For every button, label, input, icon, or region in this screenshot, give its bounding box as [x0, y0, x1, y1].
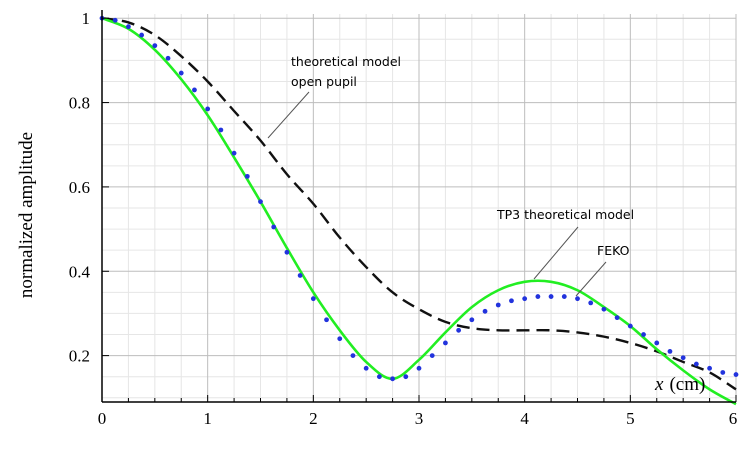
annotation-feko: FEKO — [575, 243, 630, 297]
feko-data-point — [152, 43, 158, 49]
feko-data-point — [680, 355, 686, 361]
series-open-pupil-line — [101, 17, 737, 391]
feko-data-point — [403, 374, 409, 380]
feko-data-point — [654, 340, 660, 346]
feko-data-point — [614, 315, 620, 321]
tick-labels: 0 1 2 3 4 5 6 0.2 0.4 0.6 0.8 1 — [69, 9, 738, 428]
series-feko-points — [99, 15, 739, 382]
x-tick-label: 5 — [626, 409, 635, 428]
feko-data-point — [324, 317, 329, 323]
feko-data-point — [641, 332, 646, 337]
feko-data-point — [376, 374, 382, 380]
x-axis-label: x (cm) — [654, 374, 705, 395]
feko-data-point — [482, 308, 488, 314]
feko-data-point — [258, 199, 263, 205]
y-tick-label: 0.8 — [69, 94, 90, 113]
feko-data-point — [165, 55, 171, 61]
feko-data-point — [350, 353, 356, 359]
y-tick-label: 0.6 — [69, 178, 90, 197]
feko-data-point — [416, 365, 422, 371]
y-tick-label: 0.2 — [69, 347, 90, 366]
annotation-open-pupil-leader — [267, 91, 310, 139]
feko-data-point — [627, 323, 633, 329]
feko-data-point — [561, 294, 567, 299]
feko-data-point — [456, 327, 462, 333]
annotation-tp3: TP3 theoretical model — [496, 207, 634, 280]
feko-data-point — [535, 294, 541, 299]
feko-data-point — [720, 370, 726, 375]
feko-data-point — [588, 300, 594, 306]
feko-data-point — [733, 372, 739, 377]
feko-data-point — [548, 294, 554, 299]
feko-data-point — [667, 348, 673, 354]
feko-data-point — [469, 317, 475, 323]
y-tick-label: 1 — [82, 9, 91, 28]
x-tick-label: 4 — [520, 409, 529, 428]
series-layer — [99, 15, 739, 406]
feko-data-point — [337, 336, 343, 342]
feko-data-point — [139, 32, 145, 38]
feko-data-point — [244, 173, 250, 179]
y-tick-label: 0.4 — [69, 262, 91, 281]
annotation-tp3-leader — [533, 226, 579, 280]
feko-data-point — [231, 150, 237, 156]
feko-data-point — [218, 127, 224, 133]
feko-data-point — [693, 361, 699, 367]
annotation-feko-label: FEKO — [597, 243, 630, 258]
feko-data-point — [390, 376, 395, 382]
feko-data-point — [429, 353, 435, 359]
annotation-open-pupil-line1: theoretical model — [291, 54, 401, 69]
annotation-open-pupil: theoretical model open pupil — [267, 54, 401, 139]
feko-data-point — [363, 365, 369, 371]
x-tick-label: 6 — [729, 409, 738, 428]
feko-data-point — [443, 340, 448, 346]
annotation-tp3-label: TP3 theoretical model — [496, 207, 634, 222]
feko-data-point — [601, 306, 607, 312]
x-tick-label: 3 — [415, 409, 424, 428]
x-tick-label: 1 — [203, 409, 212, 428]
feko-data-point — [192, 87, 197, 93]
feko-data-point — [126, 24, 131, 30]
x-tick-label: 0 — [98, 409, 107, 428]
annotation-feko-leader — [575, 261, 607, 297]
feko-data-point — [112, 17, 118, 23]
feko-data-point — [509, 298, 514, 304]
feko-data-point — [575, 296, 580, 302]
feko-data-point — [205, 106, 211, 112]
major-grid — [102, 14, 737, 402]
feko-data-point — [271, 224, 277, 230]
feko-data-point — [495, 302, 501, 308]
feko-data-point — [284, 249, 290, 255]
feko-data-point — [522, 296, 528, 302]
x-axis-label-unit: (cm) — [669, 374, 705, 395]
y-axis-label: normalized amplitude — [16, 132, 37, 298]
feko-data-point — [178, 70, 184, 76]
axes — [101, 10, 737, 403]
feko-data-point — [297, 273, 303, 278]
feko-data-point — [707, 365, 712, 371]
x-axis-label-variable: x — [654, 374, 664, 395]
annotation-open-pupil-line2: open pupil — [291, 74, 357, 89]
x-tick-label: 2 — [309, 409, 318, 428]
feko-data-point — [310, 296, 316, 302]
